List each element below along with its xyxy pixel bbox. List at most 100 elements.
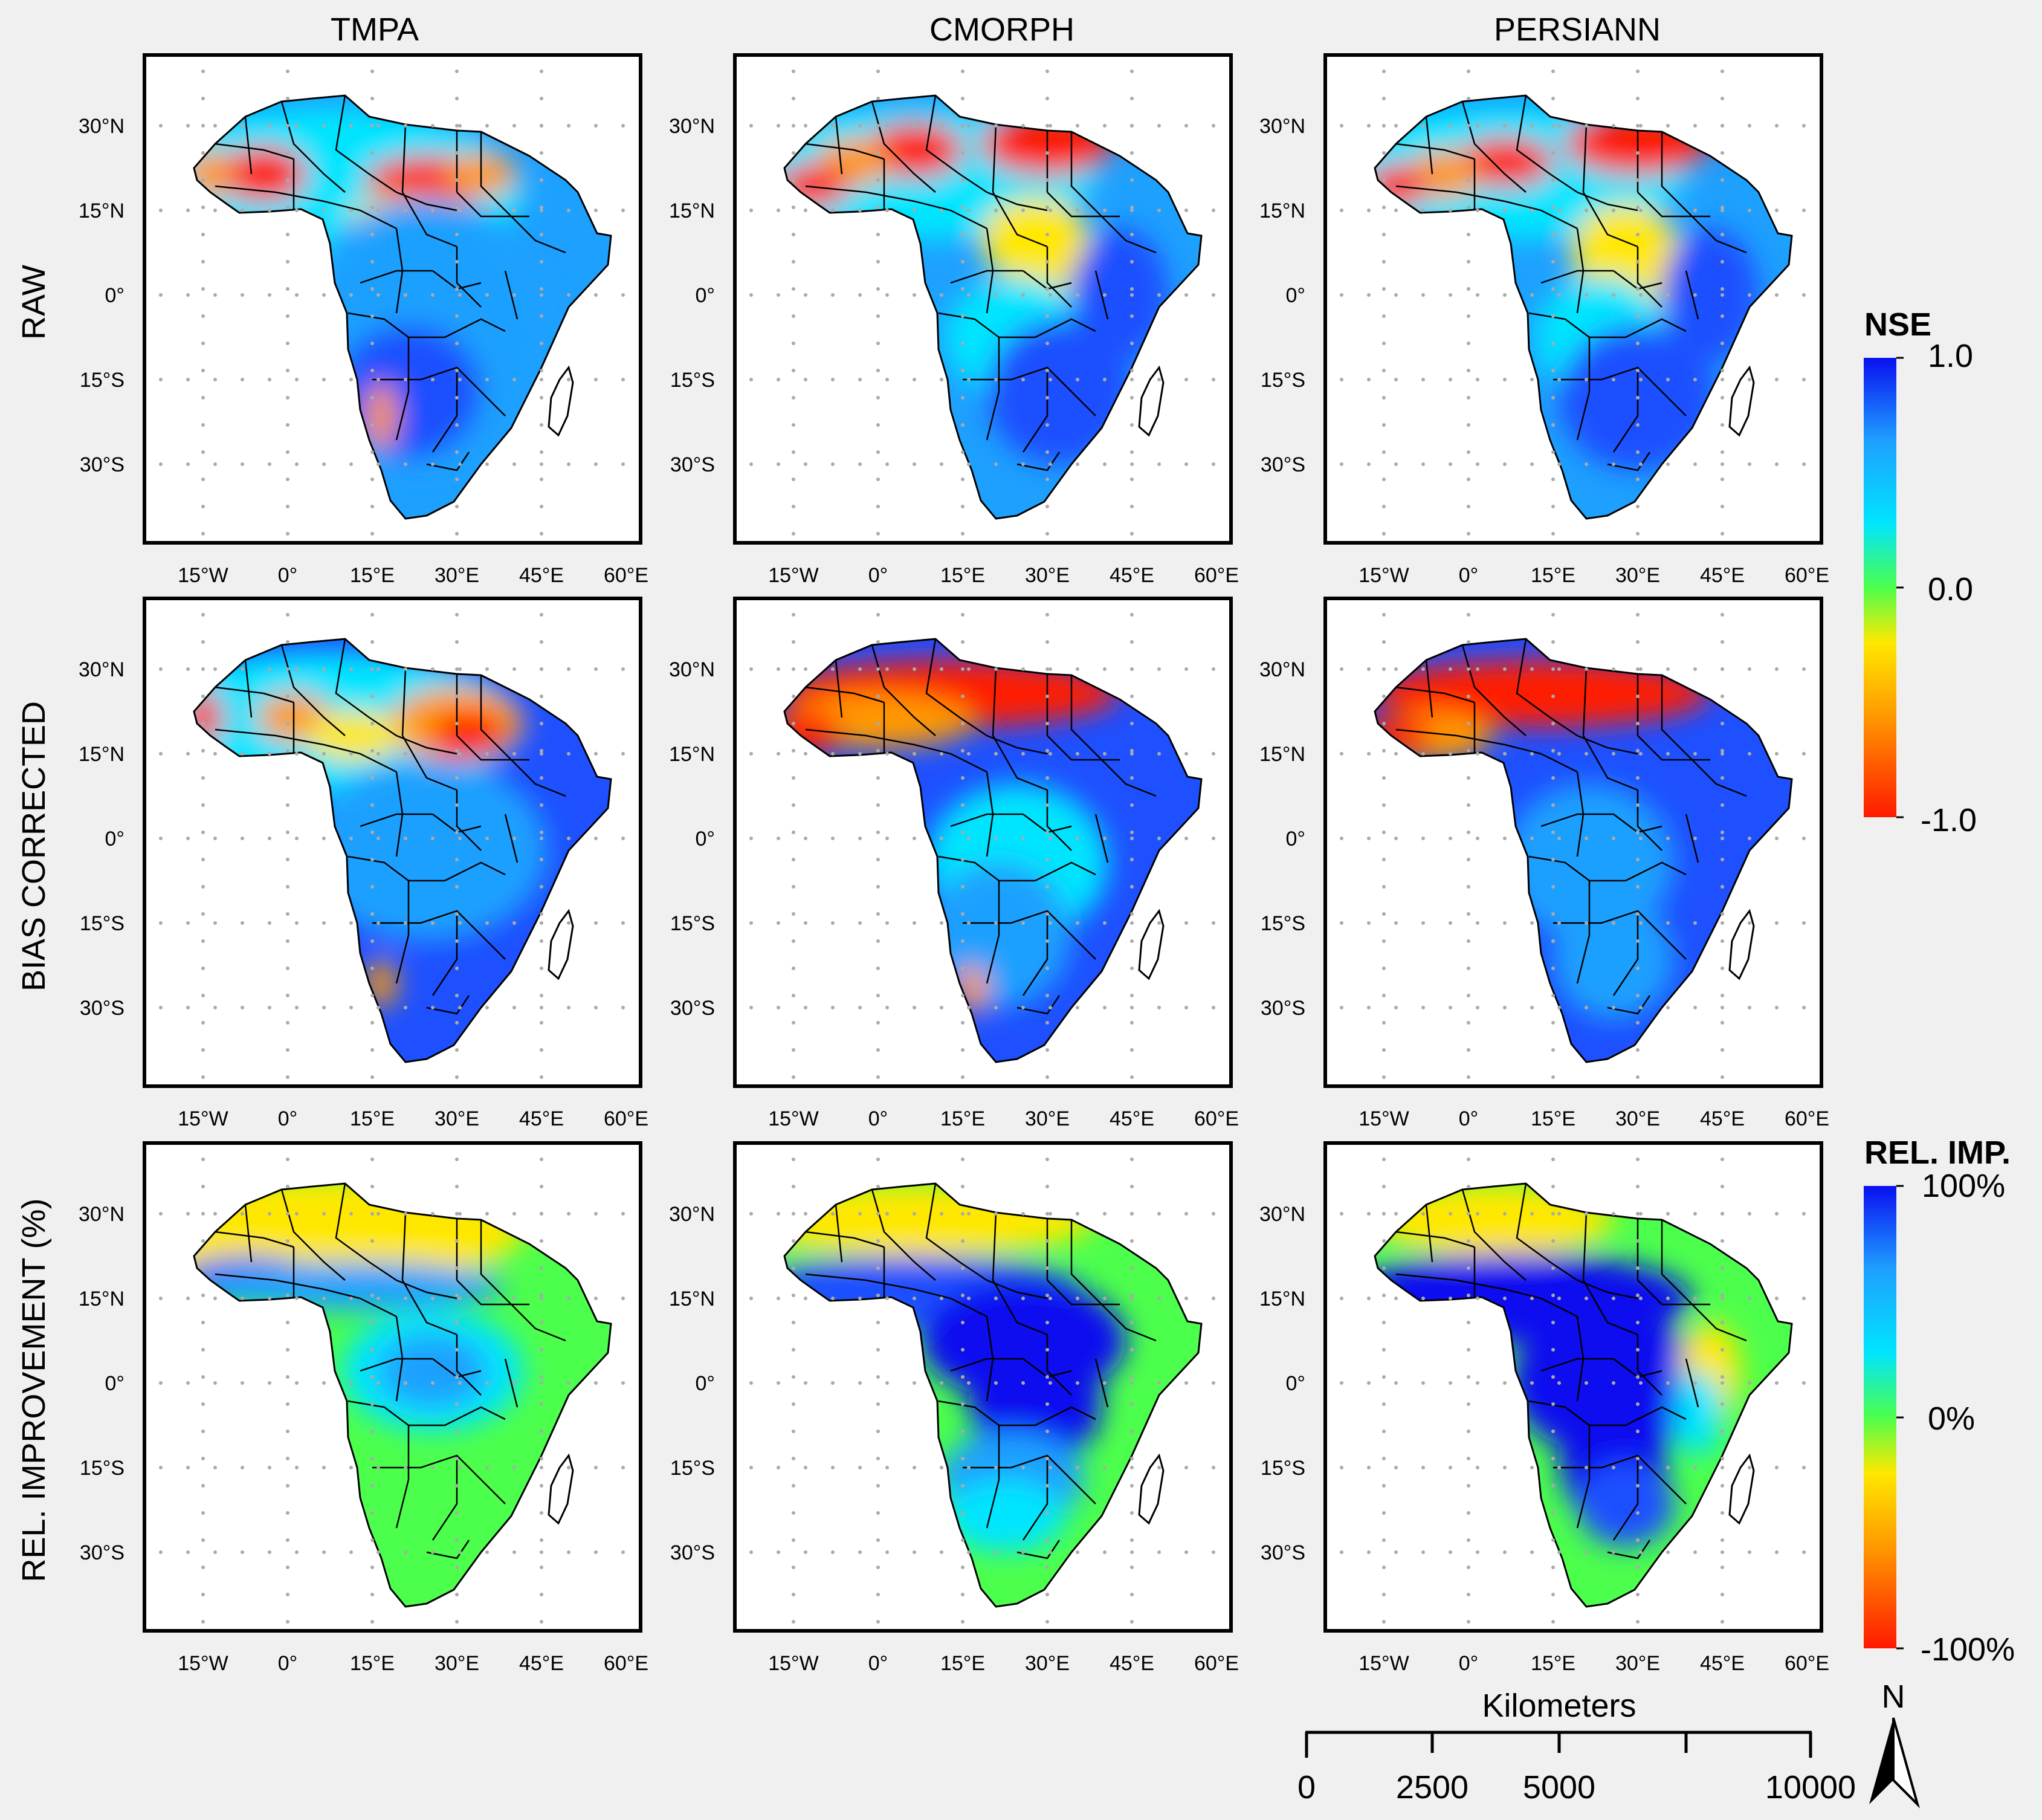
lon-tick-label: 45°E — [1110, 1107, 1154, 1130]
lat-tick-label: 15°N — [669, 1287, 715, 1310]
lat-tick-label: 0° — [695, 827, 715, 850]
country-borders — [1395, 1183, 1747, 1559]
lat-tick-label: 15°N — [669, 743, 715, 766]
lon-tick-label: 15°W — [178, 1652, 228, 1675]
madagascar-outline — [1728, 908, 1755, 980]
lon-tick-label: 60°E — [1194, 1107, 1239, 1130]
lon-tick-label: 0° — [278, 1107, 298, 1130]
lon-tick-label: 30°E — [1615, 1107, 1660, 1130]
lon-tick-label: 15°W — [178, 564, 228, 587]
lon-tick-label: 15°E — [350, 1652, 395, 1675]
country-borders — [1395, 638, 1747, 1015]
row-titles: RAW BIAS CORRECTED REL. IMPROVEMENT (%) — [16, 265, 52, 1582]
country-borders — [805, 1183, 1157, 1559]
lat-tick-label: 30°N — [79, 1203, 124, 1226]
lat-tick-label: 0° — [105, 1372, 124, 1395]
row-title-rel-improvement: REL. IMPROVEMENT (%) — [16, 1198, 52, 1582]
lon-tick-label: 15°E — [350, 564, 395, 587]
scale-label-10000: 10000 — [1765, 1769, 1856, 1805]
lon-tick-label: 60°E — [604, 1652, 648, 1675]
map-panel-grid: 30°N 15°N 0° 15°S 30°S 15°W 0° 15°E 30°E 45°E 60°E… — [79, 53, 1829, 1675]
madagascar-outline — [548, 908, 574, 980]
lat-tick-label: 15°N — [1259, 199, 1305, 222]
lat-tick-label: 0° — [105, 284, 124, 307]
lon-tick-label: 45°E — [1110, 564, 1154, 587]
lat-tick-label: 30°N — [79, 115, 124, 138]
madagascar-outline — [1728, 365, 1755, 437]
lon-tick-label: 45°E — [1110, 1652, 1154, 1675]
country-borders — [215, 638, 566, 1015]
nse-colorbar — [1864, 358, 1896, 817]
lat-tick-label: 30°N — [669, 658, 715, 681]
lat-tick-label: 15°S — [670, 1457, 715, 1480]
lon-tick-label: 45°E — [1700, 1652, 1745, 1675]
graticule — [749, 70, 1215, 536]
lon-tick-label: 30°E — [1025, 1107, 1070, 1130]
rel-legend-title: REL. IMP. — [1864, 1135, 2011, 1171]
graticule — [749, 1158, 1215, 1624]
lon-tick-label: 60°E — [1785, 1107, 1829, 1130]
lon-tick-label: 0° — [278, 564, 298, 587]
map-panel-rel-persiann: 30°N 15°N 0° 15°S 30°S 15°W 0° 15°E 30°E 45°E 60°E — [1259, 1141, 1829, 1675]
map-panel-raw-persiann: 30°N 15°N 0° 15°S 30°S 15°W 0° 15°E 30°E 45°E 60°E — [1259, 53, 1829, 587]
nse-legend-title: NSE — [1864, 306, 1931, 343]
lat-tick-label: 15°S — [1261, 1457, 1305, 1480]
lon-tick-label: 30°E — [435, 1652, 479, 1675]
north-arrow-label: N — [1882, 1679, 1905, 1715]
lon-tick-label: 45°E — [1700, 1107, 1745, 1130]
lon-tick-label: 60°E — [1194, 1652, 1239, 1675]
lon-tick-label: 15°W — [768, 1652, 819, 1675]
rel-legend: REL. IMP. 100% 0% -100% — [1864, 1135, 2015, 1668]
africa-raster — [194, 96, 611, 519]
lon-tick-label: 15°E — [1531, 1107, 1575, 1130]
nse-legend-mid: 0.0 — [1928, 571, 1973, 607]
lon-tick-label: 15°E — [1531, 564, 1575, 587]
lon-tick-label: 15°W — [768, 564, 819, 587]
map-panel-rel-cmorph: 30°N 15°N 0° 15°S 30°S 15°W 0° 15°E 30°E 45°E 60°E — [669, 1141, 1239, 1675]
madagascar-outline — [1138, 908, 1165, 980]
lon-tick-label: 0° — [1459, 564, 1479, 587]
lon-tick-label: 15°W — [768, 1107, 819, 1130]
graticule — [159, 70, 625, 536]
lat-tick-label: 15°N — [79, 1287, 124, 1310]
lat-tick-label: 30°S — [670, 453, 715, 476]
lat-tick-label: 30°N — [669, 1203, 715, 1226]
lat-tick-label: 30°N — [1259, 1203, 1305, 1226]
map-panel-raw-cmorph: 30°N 15°N 0° 15°S 30°S 15°W 0° 15°E 30°E 45°E 60°E — [669, 53, 1239, 587]
map-panel-bias-persiann: 30°N 15°N 0° 15°S 30°S 15°W 0° 15°E 30°E 45°E 60°E — [1259, 597, 1829, 1130]
lat-tick-label: 15°S — [80, 912, 124, 935]
lon-tick-label: 45°E — [1700, 564, 1745, 587]
column-titles: TMPA CMORPH PERSIANN — [331, 11, 1661, 48]
lon-tick-label: 30°E — [1025, 564, 1070, 587]
nse-legend-min: -1.0 — [1921, 802, 1977, 838]
column-title-cmorph: CMORPH — [929, 11, 1074, 48]
lon-tick-label: 45°E — [519, 1652, 564, 1675]
graticule — [159, 613, 625, 1079]
lat-tick-label: 15°N — [79, 199, 124, 222]
scale-bar: Kilometers 0 2500 5000 10000 — [1297, 1688, 1856, 1805]
scale-label-5000: 5000 — [1523, 1769, 1595, 1805]
lat-tick-label: 15°S — [670, 912, 715, 935]
lat-tick-label: 30°N — [1259, 115, 1305, 138]
lon-tick-label: 0° — [278, 1652, 298, 1675]
country-borders — [805, 95, 1157, 471]
madagascar-outline — [1138, 365, 1165, 437]
lat-tick-label: 30°S — [670, 1541, 715, 1564]
lon-tick-label: 15°W — [178, 1107, 228, 1130]
lat-tick-label: 15°S — [1261, 369, 1305, 392]
lat-tick-label: 15°S — [670, 369, 715, 392]
lon-tick-label: 60°E — [604, 1107, 648, 1130]
madagascar-outline — [548, 1453, 574, 1525]
rel-legend-max: 100% — [1922, 1168, 2005, 1204]
row-title-raw: RAW — [16, 265, 52, 340]
north-arrow-icon: N — [1869, 1679, 1920, 1809]
lat-tick-label: 30°S — [1261, 1541, 1305, 1564]
lon-tick-label: 30°E — [435, 1107, 479, 1130]
country-borders — [215, 95, 566, 471]
lat-tick-label: 30°S — [1261, 453, 1305, 476]
lat-tick-label: 15°N — [1259, 1287, 1305, 1310]
lon-tick-label: 15°E — [1531, 1652, 1575, 1675]
lat-tick-label: 15°N — [79, 743, 124, 766]
map-panel-bias-cmorph: 30°N 15°N 0° 15°S 30°S 15°W 0° 15°E 30°E 45°E 60°E — [669, 597, 1239, 1130]
